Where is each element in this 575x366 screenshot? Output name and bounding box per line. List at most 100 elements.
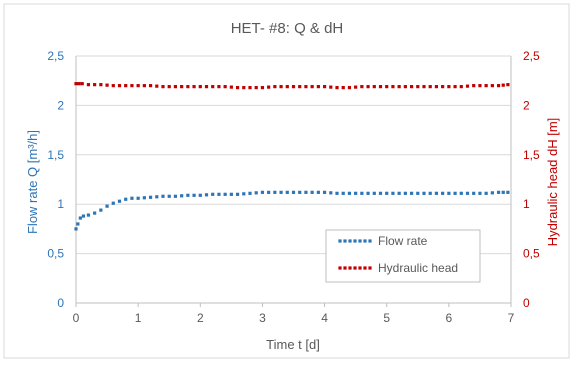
hydraulic-head-point	[385, 85, 389, 89]
series-flow-rate	[74, 190, 510, 231]
hydraulic-head-point	[161, 85, 165, 89]
hydraulic-head-marker	[453, 85, 457, 89]
flow-rate-marker	[192, 193, 196, 197]
legend-dot	[348, 239, 352, 243]
hydraulic-head-point	[173, 85, 178, 89]
hydraulic-head-marker	[428, 85, 432, 89]
hydraulic-head-point	[360, 85, 364, 89]
legend-dot	[343, 239, 347, 243]
flow-rate-marker	[403, 191, 407, 195]
x-tick-label: 2	[197, 311, 204, 325]
hydraulic-head-point	[74, 82, 78, 86]
hydraulic-head-marker	[93, 83, 97, 87]
flow-rate-point	[93, 211, 97, 215]
flow-rate-point	[136, 196, 140, 200]
legend-dot	[338, 239, 342, 243]
flow-rate-marker	[267, 190, 271, 194]
flow-rate-point	[459, 191, 463, 195]
legend-box	[325, 229, 481, 283]
legend-dot	[358, 239, 362, 243]
hydraulic-head-point	[298, 85, 302, 89]
legend-hydraulic-head-marker	[338, 266, 372, 270]
hydraulic-head-point	[77, 82, 81, 86]
flow-rate-marker	[391, 191, 395, 195]
y-right-tick-label: 0	[523, 296, 530, 310]
x-tick-label: 1	[135, 311, 142, 325]
y-left-tick-labels: 0 0,5 1 1,5 2 2,5	[47, 49, 64, 310]
flow-rate-marker	[501, 190, 505, 194]
hydraulic-head-marker	[490, 84, 494, 88]
flow-rate-point	[298, 190, 302, 194]
y-right-tick-labels: 0 0,5 1 1,5 2 2,5	[523, 49, 540, 310]
hydraulic-head-marker	[316, 85, 320, 89]
hydraulic-head-point	[484, 84, 488, 88]
hydraulic-head-point	[422, 85, 426, 89]
hydraulic-head-point	[335, 86, 339, 90]
flow-rate-point	[235, 192, 240, 196]
legend: Flow rate Hydraulic head	[325, 229, 481, 283]
hydraulic-head-marker	[341, 86, 345, 90]
flow-rate-marker	[217, 192, 221, 196]
hydraulic-head-point	[447, 85, 451, 89]
hydraulic-head-point	[273, 85, 277, 89]
hydraulic-head-point	[86, 83, 91, 87]
flow-rate-marker	[142, 196, 146, 200]
hydraulic-head-point	[124, 84, 128, 88]
y-left-tick-label: 0	[57, 296, 64, 310]
flow-rate-point	[105, 204, 109, 208]
hydraulic-head-point	[347, 86, 352, 90]
hydraulic-head-marker	[478, 84, 482, 88]
flow-rate-point	[496, 190, 501, 194]
flow-rate-point	[86, 213, 91, 217]
hydraulic-head-marker	[329, 85, 333, 89]
flow-rate-point	[434, 191, 439, 195]
flow-rate-point	[260, 190, 265, 194]
y-right-tick-label: 2	[523, 98, 530, 112]
chart-frame	[3, 3, 570, 359]
flow-rate-point	[347, 191, 352, 195]
hydraulic-head-point	[434, 85, 439, 89]
hydraulic-head-marker	[229, 85, 233, 89]
flow-rate-point	[124, 197, 128, 201]
flow-rate-point	[81, 214, 86, 218]
hydraulic-head-marker	[403, 85, 407, 89]
hydraulic-head-point	[136, 84, 140, 88]
flow-rate-point	[111, 201, 115, 205]
flow-rate-point	[484, 191, 488, 195]
hydraulic-head-marker	[117, 84, 122, 88]
flow-rate-point	[422, 191, 426, 195]
flow-rate-point	[310, 190, 314, 194]
flow-rate-marker	[441, 191, 445, 195]
x-tick-labels: 0 1 2 3 4 5 6 7	[73, 303, 515, 325]
hydraulic-head-marker	[304, 85, 308, 89]
legend-dot	[358, 266, 362, 270]
hydraulic-head-marker	[167, 85, 171, 89]
flow-rate-point	[198, 193, 202, 197]
hydraulic-head-marker	[105, 83, 109, 87]
flow-rate-marker	[354, 191, 358, 195]
flow-rate-point	[223, 192, 227, 196]
y-axis-left-label: Flow rate Q [m³/h]	[25, 130, 40, 234]
hydraulic-head-point	[111, 84, 115, 88]
hydraulic-head-marker	[142, 84, 146, 88]
legend-dot	[363, 266, 367, 270]
y-left-tick-label: 2	[57, 98, 64, 112]
legend-dot	[368, 239, 372, 243]
hydraulic-head-point	[80, 82, 84, 86]
hydraulic-head-marker	[192, 85, 196, 89]
x-tick-label: 3	[259, 311, 266, 325]
hydraulic-head-point	[459, 85, 463, 89]
hydraulic-head-marker	[378, 85, 383, 89]
flow-rate-point	[447, 191, 451, 195]
flow-rate-point	[322, 190, 327, 194]
hydraulic-head-point	[397, 85, 401, 89]
hydraulic-head-point	[186, 85, 190, 89]
hydraulic-head-marker	[366, 85, 370, 89]
hydraulic-head-marker	[465, 84, 470, 88]
flow-rate-point	[472, 191, 476, 195]
legend-dot	[363, 239, 367, 243]
hydraulic-head-marker	[441, 85, 445, 89]
flow-rate-marker	[155, 195, 159, 199]
